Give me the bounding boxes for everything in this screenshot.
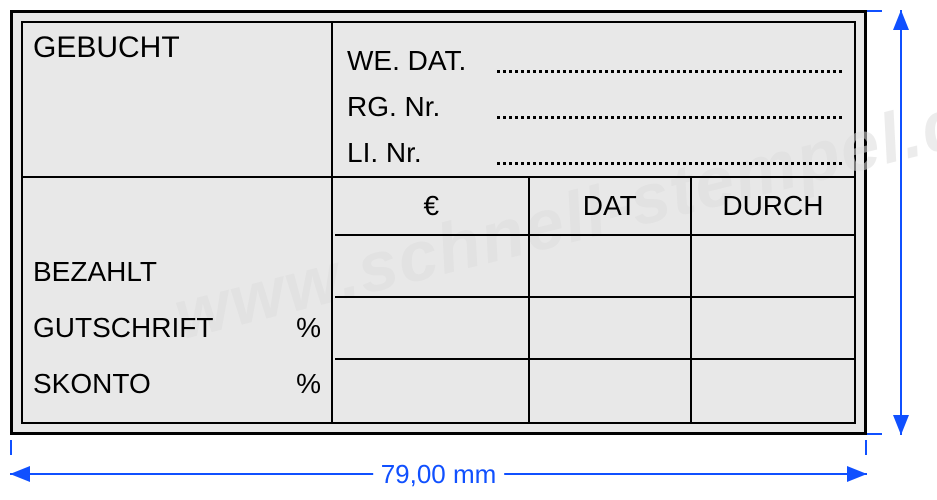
row-bezahlt: BEZAHLT bbox=[33, 256, 321, 288]
grid-cell bbox=[692, 360, 854, 422]
grid-header-dat: DAT bbox=[530, 178, 692, 236]
dotted-line bbox=[497, 52, 842, 73]
grid-cell bbox=[530, 236, 692, 298]
dim-tick bbox=[10, 440, 12, 455]
dim-tick bbox=[867, 433, 882, 435]
grid-header-durch: DURCH bbox=[692, 178, 854, 236]
skonto-label: SKONTO bbox=[33, 368, 151, 400]
dim-line bbox=[900, 10, 902, 435]
stamp-bottom: BEZAHLT GUTSCHRIFT % SKONTO % € DAT DURC… bbox=[23, 178, 854, 422]
dim-tick bbox=[867, 10, 882, 12]
arrow-up-icon bbox=[893, 10, 909, 30]
grid-cell bbox=[335, 298, 530, 360]
grid-cell bbox=[335, 236, 530, 298]
field-label: WE. DAT. bbox=[347, 45, 497, 77]
dim-width-label: 79,00 mm bbox=[373, 459, 505, 490]
top-right-cell: WE. DAT. RG. Nr. LI. Nr. bbox=[335, 23, 854, 176]
gebucht-label: GEBUCHT bbox=[33, 31, 180, 64]
field-rg-nr: RG. Nr. bbox=[347, 77, 842, 123]
bezahlt-label: BEZAHLT bbox=[33, 256, 157, 288]
grid-cell bbox=[692, 236, 854, 298]
grid-cell bbox=[530, 360, 692, 422]
row-gutschrift: GUTSCHRIFT % bbox=[33, 312, 321, 344]
grid-cell bbox=[692, 298, 854, 360]
stamp-frame: www.schnell-stempel.de GEBUCHT WE. DAT. … bbox=[10, 10, 867, 435]
gutschrift-label: GUTSCHRIFT bbox=[33, 312, 213, 344]
row-skonto: SKONTO % bbox=[33, 368, 321, 400]
dim-tick bbox=[865, 440, 867, 455]
grid-cell bbox=[530, 298, 692, 360]
bottom-left-cell: BEZAHLT GUTSCHRIFT % SKONTO % bbox=[23, 178, 333, 422]
grid-header-euro: € bbox=[335, 178, 530, 236]
grid-table: € DAT DURCH bbox=[335, 178, 854, 422]
arrow-left-icon bbox=[10, 466, 30, 482]
arrow-down-icon bbox=[893, 415, 909, 435]
dotted-line bbox=[497, 144, 842, 165]
field-label: LI. Nr. bbox=[347, 137, 497, 169]
skonto-suffix: % bbox=[296, 368, 321, 400]
field-we-dat: WE. DAT. bbox=[347, 31, 842, 77]
arrow-right-icon bbox=[847, 466, 867, 482]
field-li-nr: LI. Nr. bbox=[347, 123, 842, 169]
dimension-horizontal: 79,00 mm bbox=[10, 455, 867, 495]
stamp-top-row: GEBUCHT WE. DAT. RG. Nr. LI. Nr. bbox=[23, 23, 854, 178]
field-label: RG. Nr. bbox=[347, 91, 497, 123]
top-left-cell: GEBUCHT bbox=[23, 23, 333, 176]
dimension-vertical: 39,00 mm bbox=[882, 10, 932, 435]
gutschrift-suffix: % bbox=[296, 312, 321, 344]
bottom-grid: € DAT DURCH bbox=[335, 178, 854, 422]
grid-cell bbox=[335, 360, 530, 422]
stamp-inner-frame: www.schnell-stempel.de GEBUCHT WE. DAT. … bbox=[21, 21, 856, 424]
dotted-line bbox=[497, 98, 842, 119]
